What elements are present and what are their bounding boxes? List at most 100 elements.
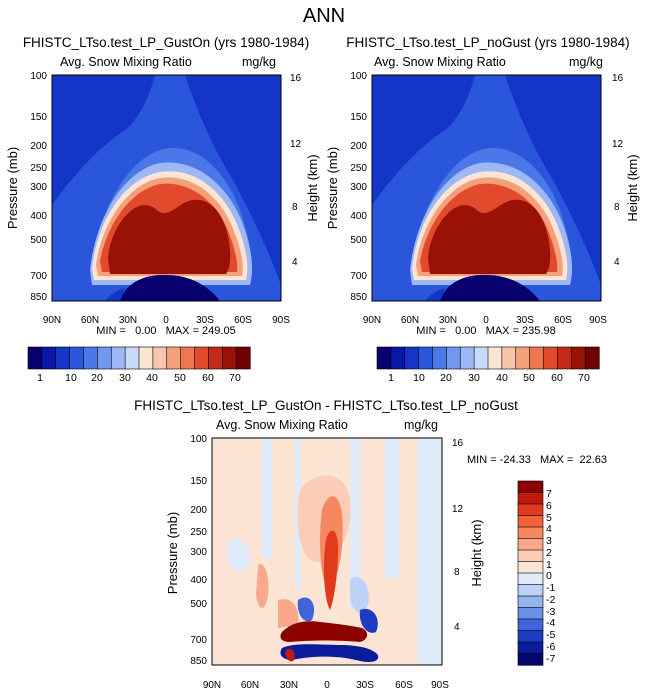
colorbar-label: -5 bbox=[546, 629, 555, 641]
y-tick-label: 100 bbox=[30, 71, 47, 82]
y-right-tick-label: 8 bbox=[292, 202, 298, 213]
x-tick-label: 90N bbox=[363, 315, 381, 326]
colorbar-swatch bbox=[69, 346, 85, 370]
panel-2-left-string: Avg. Snow Mixing Ratio bbox=[374, 55, 506, 69]
panel-2-stats: MIN = 0.00 MAX = 235.98 bbox=[416, 325, 555, 337]
colorbar-swatch bbox=[138, 346, 154, 370]
panel-3-field bbox=[212, 438, 442, 665]
y-tick-label: 150 bbox=[30, 112, 47, 123]
colorbar-label: 10 bbox=[413, 372, 425, 384]
colorbar-label: 5 bbox=[546, 512, 552, 524]
panel-1-title: FHISTC_LTso.test_LP_GustOn (yrs 1980-198… bbox=[23, 35, 309, 50]
colorbar-swatch bbox=[390, 346, 406, 370]
field-blob bbox=[228, 538, 251, 572]
panel-2-ylabel: Pressure (mb) bbox=[325, 147, 340, 229]
colorbar-swatch bbox=[517, 538, 544, 551]
colorbar-swatch bbox=[446, 346, 461, 370]
panel-2-y-ticks: 100 150 200 250 300 400 500 700 850 bbox=[350, 71, 367, 303]
colorbar-label: -2 bbox=[546, 594, 555, 606]
colorbar-swatch bbox=[27, 346, 43, 370]
y-tick-label: 850 bbox=[350, 292, 367, 303]
colorbar-label: 1 bbox=[388, 372, 394, 384]
panel-1-left-string: Avg. Snow Mixing Ratio bbox=[60, 55, 192, 69]
colorbar-swatch bbox=[83, 346, 98, 370]
y-tick-label: 850 bbox=[30, 292, 47, 303]
y-tick-label: 250 bbox=[350, 163, 367, 174]
panel-2-x-ticks: 90N 60N 30N 0 30S 60S 90S bbox=[363, 315, 607, 326]
x-tick-label: 30N bbox=[119, 315, 137, 326]
colorbar-label: -3 bbox=[546, 606, 555, 618]
field-blob bbox=[278, 599, 299, 628]
colorbar-swatch bbox=[517, 607, 544, 620]
panel-2-ylabel-right: Height (km) bbox=[625, 154, 640, 221]
y-right-tick-label: 8 bbox=[454, 567, 460, 578]
panel-2-y-right-ticks: 16 12 8 4 bbox=[612, 73, 624, 268]
colorbar-swatch bbox=[517, 630, 544, 643]
colorbar-swatch bbox=[517, 595, 544, 609]
panel-1-field bbox=[52, 75, 281, 301]
x-tick-label: 30N bbox=[439, 315, 457, 326]
y-tick-label: 150 bbox=[350, 112, 367, 123]
panel-2-field bbox=[372, 75, 601, 301]
y-tick-label: 300 bbox=[350, 182, 367, 193]
colorbar-swatch bbox=[41, 346, 57, 370]
field-low-level-mid bbox=[425, 288, 445, 301]
colorbar-swatch bbox=[208, 346, 223, 370]
panel-2-frame bbox=[371, 74, 602, 302]
y-tick-label: 500 bbox=[190, 599, 207, 610]
y-right-tick-label: 4 bbox=[614, 257, 620, 268]
y-tick-label: 700 bbox=[30, 271, 47, 282]
y-tick-label: 200 bbox=[350, 141, 367, 152]
panel-3-y-right-ticks: 16 12 8 4 bbox=[452, 438, 464, 633]
colorbar-swatch bbox=[517, 526, 544, 540]
panel-3-frame bbox=[211, 437, 443, 666]
colorbar-swatch bbox=[557, 346, 572, 370]
x-tick-label: 60N bbox=[401, 315, 419, 326]
panel-no-gust: FHISTC_LTso.test_LP_noGust (yrs 1980-198… bbox=[325, 35, 640, 384]
colorbar-label: -7 bbox=[546, 653, 555, 665]
colorbar-swatch bbox=[55, 346, 71, 370]
x-tick-label: 60S bbox=[395, 680, 413, 691]
y-tick-label: 300 bbox=[190, 547, 207, 558]
y-tick-label: 700 bbox=[350, 271, 367, 282]
colorbar-swatch bbox=[517, 618, 544, 632]
colorbar-swatch bbox=[570, 346, 586, 370]
x-tick-label: 90S bbox=[272, 315, 290, 326]
panel-1-y-right-ticks: 16 12 8 4 bbox=[290, 73, 302, 268]
colorbar-label: 30 bbox=[119, 372, 131, 384]
colorbar-swatch bbox=[517, 584, 544, 597]
panel-2-title: FHISTC_LTso.test_LP_noGust (yrs 1980-198… bbox=[346, 35, 629, 50]
x-tick-label: 90S bbox=[589, 315, 607, 326]
colorbar-swatch bbox=[543, 346, 558, 370]
y-right-tick-label: 16 bbox=[290, 73, 302, 84]
colorbar-label: 70 bbox=[578, 372, 590, 384]
colorbar-swatch bbox=[124, 346, 140, 370]
y-right-tick-label: 8 bbox=[614, 202, 620, 213]
x-tick-label: 90S bbox=[431, 680, 449, 691]
field-upper-blue-right bbox=[505, 75, 601, 285]
x-tick-label: 60S bbox=[554, 315, 572, 326]
colorbar-swatch bbox=[529, 346, 545, 370]
colorbar-swatch bbox=[221, 346, 237, 370]
colorbar-swatch bbox=[152, 346, 168, 370]
colorbar-swatch bbox=[235, 346, 251, 370]
panel-1-ylabel-right: Height (km) bbox=[305, 154, 320, 221]
panel-gust-on: FHISTC_LTso.test_LP_GustOn (yrs 1980-198… bbox=[5, 35, 320, 384]
colorbar-label: 60 bbox=[202, 372, 214, 384]
field-blob bbox=[323, 530, 338, 610]
colorbar-label: 4 bbox=[546, 523, 552, 535]
colorbar-label: 3 bbox=[546, 535, 552, 547]
colorbar-label: 20 bbox=[91, 372, 103, 384]
y-right-tick-label: 16 bbox=[452, 438, 464, 449]
field-blob bbox=[256, 564, 269, 608]
y-tick-label: 500 bbox=[30, 235, 47, 246]
x-tick-label: 90N bbox=[203, 680, 221, 691]
panel-1-frame bbox=[51, 74, 282, 302]
colorbar-label: 20 bbox=[440, 372, 452, 384]
colorbar-label: 0 bbox=[546, 570, 552, 582]
y-tick-label: 500 bbox=[350, 235, 367, 246]
y-tick-label: 400 bbox=[190, 575, 207, 586]
x-tick-label: 0 bbox=[163, 315, 169, 326]
field-blob bbox=[359, 608, 378, 633]
